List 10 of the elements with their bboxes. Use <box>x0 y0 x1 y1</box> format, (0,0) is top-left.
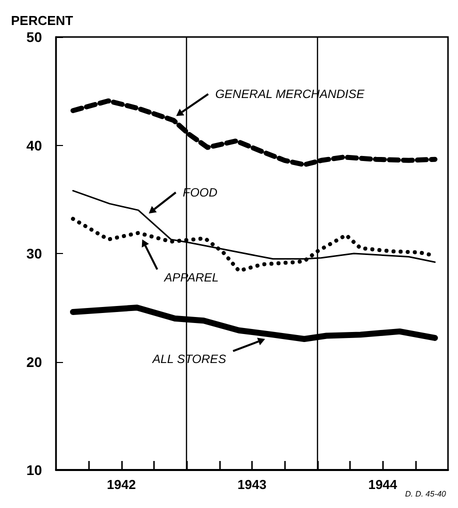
y-tick-label: 50 <box>26 29 42 45</box>
text: D. D. 45-40 <box>405 490 447 498</box>
x-tick-label: 1944 <box>368 477 398 492</box>
x-tick-label: 1942 <box>106 477 136 492</box>
y-tick-label: 30 <box>26 246 42 262</box>
x-tick-label: 1943 <box>238 477 266 492</box>
y-axis-title: PERCENT <box>11 13 74 28</box>
y-tick-label: 20 <box>26 354 42 370</box>
y-tick-label: 10 <box>26 462 42 478</box>
y-tick-label: 40 <box>26 137 42 154</box>
